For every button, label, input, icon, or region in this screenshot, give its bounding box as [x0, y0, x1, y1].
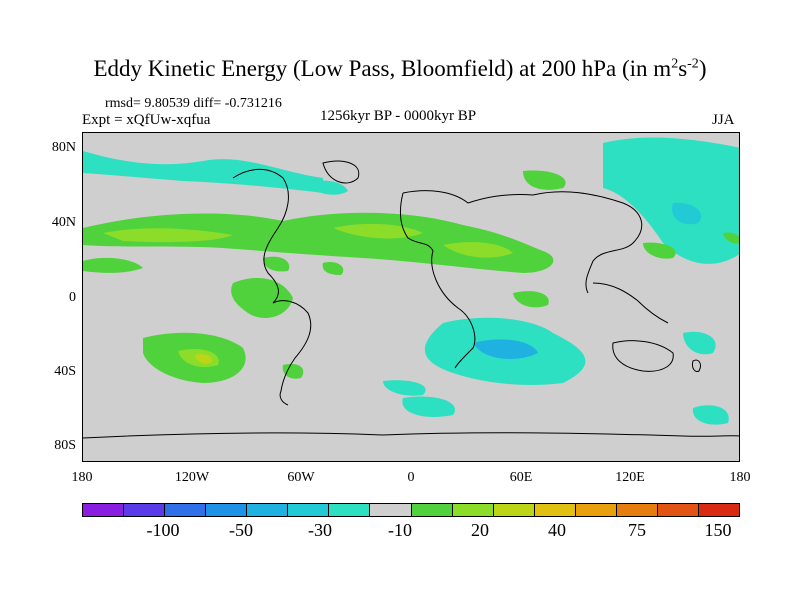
coastlines	[83, 160, 739, 439]
colorbar-segment	[657, 504, 699, 516]
x-label-120w: 120W	[174, 470, 210, 485]
stats-label: rmsd= 9.80539 diff= -0.731216	[105, 96, 282, 111]
y-label-40s: 40S	[54, 364, 76, 379]
colorbar-segment	[411, 504, 453, 516]
y-label-40n: 40N	[51, 215, 76, 230]
colorbar-segment	[165, 504, 207, 516]
colorbar-segment	[370, 504, 412, 516]
map-svg	[83, 137, 739, 439]
anomaly-field	[83, 137, 739, 425]
colorbar-segment	[575, 504, 617, 516]
chart-title: Eddy Kinetic Energy (Low Pass, Bloomfiel…	[93, 56, 707, 81]
colorbar-label: -50	[229, 520, 253, 540]
colorbar-segment	[616, 504, 658, 516]
period-label: 1256kyr BP - 0000kyr BP	[320, 108, 477, 124]
colorbar-label: 40	[548, 520, 566, 540]
colorbar-segment	[206, 504, 248, 516]
colorbar-segment	[493, 504, 535, 516]
colorbar-segment	[698, 504, 739, 516]
colorbar-segment	[534, 504, 576, 516]
experiment-label: Expt = xQfUw-xqfua	[82, 112, 211, 128]
colorbar-label: -30	[308, 520, 332, 540]
season-label: JJA	[712, 112, 735, 128]
colorbar-label: -100	[146, 520, 180, 540]
colorbar-label: 75	[628, 520, 646, 540]
colorbar-segment	[452, 504, 494, 516]
colorbar	[82, 503, 740, 517]
colorbar-segment	[83, 504, 125, 516]
x-label-180e: 180	[729, 470, 751, 485]
colorbar-segment	[329, 504, 371, 516]
colorbar-label: 150	[704, 520, 732, 540]
y-label-80s: 80S	[54, 438, 76, 453]
colorbar-segment	[124, 504, 166, 516]
x-label-120e: 120E	[615, 470, 645, 485]
colorbar-segment	[247, 504, 289, 516]
x-label-0: 0	[407, 470, 415, 485]
x-label-60w: 60W	[287, 470, 315, 485]
x-label-60e: 60E	[509, 470, 533, 485]
colorbar-segment	[288, 504, 330, 516]
y-label-80n: 80N	[51, 140, 76, 155]
colorbar-label: -10	[388, 520, 412, 540]
map-panel	[82, 132, 740, 462]
x-label-180w: 180	[71, 470, 93, 485]
y-label-0: 0	[69, 290, 76, 305]
colorbar-label: 20	[471, 520, 489, 540]
